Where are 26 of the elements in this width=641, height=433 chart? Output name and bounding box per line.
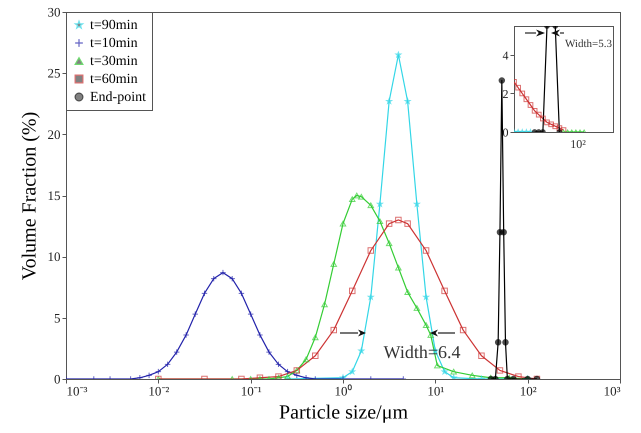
y-tick-label: 15 [48, 188, 60, 203]
x-tick-label: 10¹ [427, 384, 444, 398]
legend-label: t=10min [90, 36, 138, 51]
x-tick-label: 10² [520, 384, 537, 398]
legend-label: t=30min [90, 54, 138, 69]
y-axis-title: Volume Fraction (%) [18, 112, 40, 280]
legend-label: t=90min [90, 18, 138, 33]
x-tick-label: 10⁰ [334, 384, 352, 398]
y-tick-label: 10 [48, 249, 60, 264]
x-axis-title: Particle size/μm [278, 402, 408, 424]
y-tick-label: 20 [48, 126, 60, 142]
y-tick-label: 2 [502, 86, 508, 101]
y-tick-label: 0 [54, 372, 60, 386]
legend-label: t=60min [90, 72, 138, 87]
y-tick-label: 25 [48, 66, 60, 81]
x-tick-label: 10⁻³ [66, 384, 88, 398]
y-tick-label: 5 [54, 310, 60, 326]
legend-label: End-point [90, 90, 146, 105]
y-tick-label: 4 [502, 48, 508, 62]
annotation: 10² [570, 137, 586, 151]
x-tick-label: 10⁻² [148, 384, 170, 398]
annotation: Width=5.3 [564, 38, 612, 50]
x-tick-label: 10⁻¹ [240, 384, 262, 398]
y-tick-label: 0 [502, 126, 508, 140]
y-tick-label: 30 [48, 4, 60, 20]
x-tick-label: 10³ [604, 384, 621, 398]
